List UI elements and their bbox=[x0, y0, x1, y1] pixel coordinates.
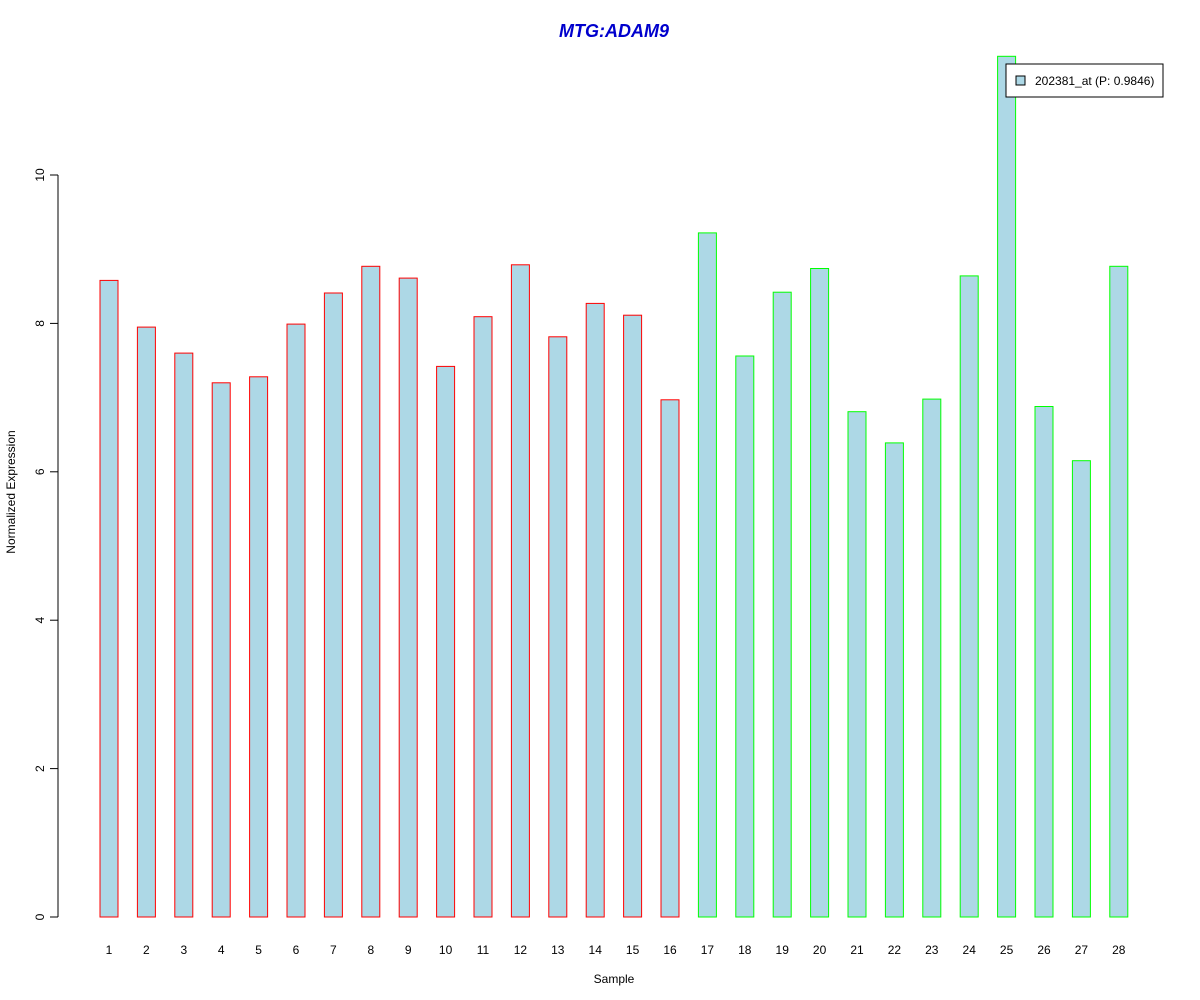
x-tick-label: 13 bbox=[551, 943, 565, 957]
bar bbox=[249, 376, 269, 918]
bar bbox=[361, 265, 381, 918]
x-tick-label: 5 bbox=[255, 943, 262, 957]
y-axis-label: Normalized Expression bbox=[4, 430, 18, 553]
x-tick-label: 22 bbox=[888, 943, 902, 957]
bar bbox=[548, 336, 568, 918]
chart-title: MTG:ADAM9 bbox=[559, 21, 669, 41]
x-tick-label: 17 bbox=[701, 943, 715, 957]
y-tick-label: 6 bbox=[33, 468, 47, 475]
y-tick-label: 2 bbox=[33, 765, 47, 772]
x-tick-label: 23 bbox=[925, 943, 939, 957]
x-tick-label: 7 bbox=[330, 943, 337, 957]
bar bbox=[211, 382, 231, 918]
bar bbox=[323, 292, 343, 918]
x-tick-label: 2 bbox=[143, 943, 150, 957]
x-axis-label: Sample bbox=[594, 972, 635, 986]
x-tick-label: 16 bbox=[663, 943, 677, 957]
bar bbox=[997, 55, 1017, 918]
x-tick-label: 8 bbox=[367, 943, 374, 957]
y-tick-label: 4 bbox=[33, 617, 47, 624]
x-tick-label: 26 bbox=[1037, 943, 1051, 957]
x-tick-label: 27 bbox=[1075, 943, 1089, 957]
bar bbox=[884, 442, 904, 918]
x-tick-label: 19 bbox=[776, 943, 790, 957]
bar bbox=[398, 277, 418, 918]
y-tick-label: 0 bbox=[33, 913, 47, 920]
y-tick-label: 8 bbox=[33, 320, 47, 327]
bar bbox=[697, 232, 717, 918]
bar bbox=[810, 268, 830, 918]
x-tick-label: 10 bbox=[439, 943, 453, 957]
bar bbox=[660, 399, 680, 918]
bar bbox=[1071, 460, 1091, 918]
x-tick-label: 11 bbox=[477, 943, 490, 957]
x-tick-label: 21 bbox=[850, 943, 864, 957]
legend-box bbox=[1005, 63, 1164, 98]
bar bbox=[286, 323, 306, 918]
x-tick-label: 1 bbox=[106, 943, 113, 957]
bar bbox=[174, 352, 194, 918]
bar bbox=[436, 365, 456, 918]
bar bbox=[1109, 265, 1129, 918]
bar bbox=[623, 314, 643, 918]
bar bbox=[1034, 406, 1054, 918]
x-tick-label: 18 bbox=[738, 943, 752, 957]
x-tick-label: 24 bbox=[963, 943, 977, 957]
legend-swatch bbox=[1015, 75, 1026, 86]
x-tick-label: 12 bbox=[514, 943, 528, 957]
bar bbox=[735, 355, 755, 918]
bar bbox=[510, 264, 530, 918]
y-axis: 0 2 4 6 8 10 bbox=[33, 168, 59, 920]
y-tick-label: 10 bbox=[33, 168, 47, 182]
x-tick-label: 4 bbox=[218, 943, 225, 957]
x-tick-label: 28 bbox=[1112, 943, 1126, 957]
x-axis-tick-labels: 1 2 3 4 5 6 7 8 9 10 11 12 13 14 15 16 17 18 19 20 21 22 23 24 2… bbox=[106, 943, 1126, 957]
legend-label: 202381_at (P: 0.9846) bbox=[1035, 74, 1154, 88]
bar bbox=[922, 398, 942, 918]
x-tick-label: 15 bbox=[626, 943, 640, 957]
x-tick-label: 20 bbox=[813, 943, 827, 957]
bar bbox=[847, 411, 867, 918]
bar bbox=[959, 275, 979, 918]
bar bbox=[585, 302, 605, 918]
bars bbox=[99, 55, 1129, 918]
x-tick-label: 9 bbox=[405, 943, 412, 957]
x-tick-label: 25 bbox=[1000, 943, 1014, 957]
bar bbox=[99, 279, 119, 918]
bar bbox=[772, 291, 792, 918]
x-tick-label: 3 bbox=[180, 943, 187, 957]
legend: 202381_at (P: 0.9846) bbox=[1005, 63, 1164, 98]
bar bbox=[136, 326, 156, 918]
x-tick-label: 6 bbox=[293, 943, 300, 957]
x-tick-label: 14 bbox=[589, 943, 603, 957]
bar bbox=[473, 316, 493, 918]
